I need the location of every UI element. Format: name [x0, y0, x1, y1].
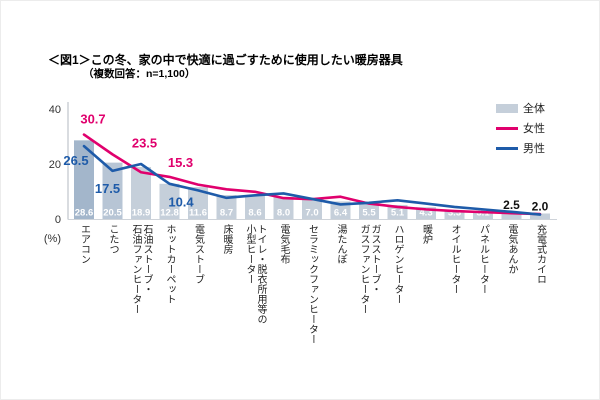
y-tick-label: 20 — [49, 159, 61, 171]
bar — [416, 207, 436, 219]
x-axis-label: 電気ストーブ — [192, 224, 204, 284]
legend-swatch-bar — [496, 103, 518, 113]
x-axis-label: トイレ・脱衣所用等の 小型ヒーター — [244, 224, 266, 324]
bar-value-label: 8.0 — [277, 208, 290, 219]
legend: 全体 女性 男性 — [496, 98, 545, 158]
legend-item-overall: 全体 — [496, 98, 545, 118]
line-point-label: 17.5 — [95, 181, 120, 196]
x-axis-label: ガスストーブ・ ガスファンヒーター — [358, 224, 380, 314]
bar-value-label: 12.8 — [160, 208, 179, 219]
bar — [102, 162, 123, 219]
x-axis-label: オイルヒーター — [449, 224, 460, 294]
x-axis-label: 床暖房 — [221, 224, 232, 254]
line-series-男性 — [82, 144, 542, 216]
bar-value-label: 5.5 — [362, 208, 376, 219]
x-axis-label: ホットカーペット — [164, 224, 175, 304]
legend-label-female: 女性 — [523, 123, 545, 135]
bar-value-label: 11.6 — [189, 208, 207, 219]
x-axis-label: セラミックファンヒーター — [306, 224, 318, 344]
legend-item-male: 男性 — [496, 138, 545, 158]
x-axis-label: こたつ — [107, 224, 118, 254]
bar — [216, 195, 237, 219]
x-axis-label: 暖炉 — [420, 224, 432, 244]
line-point-label: 30.7 — [80, 112, 105, 127]
line-point-label: 15.3 — [168, 155, 193, 170]
legend-swatch-male-line — [496, 146, 518, 150]
x-axis-label: 電気毛布 — [278, 224, 289, 264]
legend-swatch-female-line — [496, 126, 518, 130]
x-axis-label: エアコン — [78, 224, 90, 264]
bar — [245, 195, 265, 219]
x-axis-label: 電気あんか — [506, 224, 517, 274]
bar-value-label: 8.6 — [248, 208, 261, 219]
line-point-label: 26.5 — [63, 153, 88, 168]
x-axis-label: ハロゲンヒーター — [392, 224, 403, 304]
bar — [473, 210, 493, 219]
bar — [530, 213, 550, 219]
y-axis-unit-label: (%) — [44, 233, 61, 245]
bar-value-label: 20.5 — [103, 208, 122, 219]
x-axis-label: 湯たんぽ — [335, 224, 346, 264]
bar-value-label: 8.7 — [220, 208, 233, 219]
y-tick-label: 0 — [55, 214, 61, 226]
y-tick-label: 40 — [49, 104, 61, 116]
bar-value-label-above: 2.5 — [503, 198, 520, 212]
bar-value-label: 4.3 — [419, 208, 432, 219]
legend-item-female: 女性 — [496, 118, 545, 138]
bar-value-label: 6.4 — [334, 208, 348, 219]
bar — [131, 167, 151, 219]
bar — [273, 197, 294, 219]
bar — [159, 183, 180, 219]
line-point-label: 10.4 — [168, 194, 194, 209]
bar-value-label: 7.0 — [305, 208, 318, 219]
line-point-label: 23.5 — [132, 135, 157, 150]
bar-value-label: 28.6 — [75, 208, 94, 219]
bar — [444, 209, 465, 219]
bar-value-label: 5.1 — [391, 208, 405, 219]
bar — [74, 140, 94, 219]
bar-value-label: 3.3 — [448, 208, 461, 219]
legend-label-male: 男性 — [523, 143, 545, 155]
bar-value-label: 18.9 — [132, 208, 151, 219]
chart-title: ＜図1＞この冬、家の中で快適に過ごすために使用したい暖房器具 — [48, 53, 403, 67]
bar — [188, 187, 208, 219]
bar-value-label-above: 2.0 — [532, 200, 549, 214]
bar — [330, 201, 351, 219]
bar — [302, 199, 322, 219]
chart-subtitle: （複数回答：n=1,100） — [83, 68, 196, 80]
x-axis-label: パネルヒーター — [477, 224, 489, 294]
bar — [501, 212, 522, 219]
x-axis-label: 石油ストーブ・ 石油ファンヒーター — [130, 224, 152, 314]
x-axis-label: 充電式カイロ — [534, 224, 546, 284]
bar — [359, 203, 379, 219]
legend-label-overall: 全体 — [523, 103, 545, 115]
